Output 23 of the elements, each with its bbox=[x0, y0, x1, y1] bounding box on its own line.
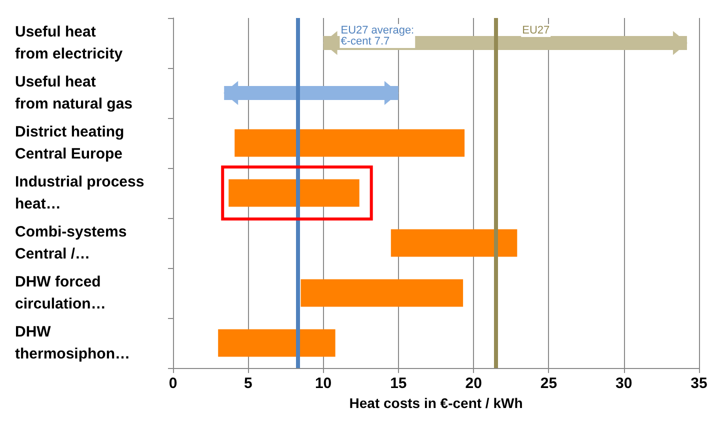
bar bbox=[228, 179, 360, 207]
bar bbox=[300, 279, 464, 307]
x-tick-label: 35 bbox=[690, 375, 708, 392]
ref-line-label: EU27 bbox=[522, 24, 550, 36]
y-tick-label: District heating Central Europe bbox=[15, 124, 124, 162]
ref-line-label: EU27 average: €-cent 7.7 bbox=[340, 24, 414, 48]
x-tick-label: 0 bbox=[168, 375, 178, 392]
x-tick-label: 25 bbox=[540, 375, 558, 392]
x-tick-label: 5 bbox=[244, 375, 252, 392]
y-tick-label: DHW thermosiphon… bbox=[15, 324, 130, 362]
x-tick-label: 10 bbox=[314, 375, 332, 392]
x-tick-label: 20 bbox=[465, 375, 482, 392]
x-tick-label: 30 bbox=[616, 375, 632, 392]
y-tick-label: Useful heat from natural gas bbox=[15, 74, 133, 112]
bar bbox=[218, 329, 336, 357]
y-tick-label: Useful heat from electricity bbox=[15, 24, 124, 62]
y-tick-label: Industrial process heat… bbox=[15, 174, 144, 212]
x-tick-label: 15 bbox=[390, 375, 407, 392]
bar bbox=[234, 129, 465, 157]
y-tick-label: Combi-systems Central /… bbox=[15, 224, 127, 262]
x-axis-title: Heat costs in €-cent / kWh bbox=[349, 395, 523, 411]
y-tick-label: DHW forced circulation… bbox=[15, 274, 106, 312]
bar bbox=[390, 229, 518, 257]
